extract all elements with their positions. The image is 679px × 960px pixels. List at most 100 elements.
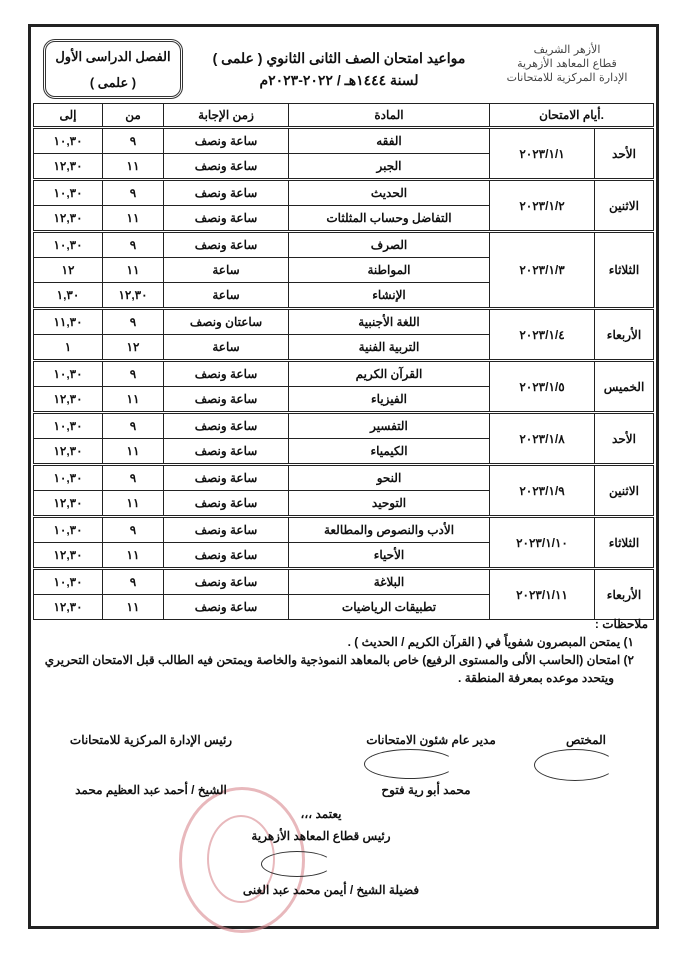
subject-cell: القرآن الكريم — [288, 359, 490, 387]
subject-cell: الكيمياء — [288, 438, 490, 465]
end-time-cell: ١٢,٣٠ — [33, 205, 103, 232]
specialist-signature — [534, 749, 616, 781]
approval-label: يعتمد ،،، — [300, 807, 342, 821]
sector-head-title: رئيس قطاع المعاهد الأزهرية — [251, 829, 391, 843]
date-cell: ٢٠٢٣/١/١ — [489, 126, 595, 180]
day-cell: الثلاثاء — [594, 515, 654, 569]
header-days: .أيام الامتحان — [489, 103, 654, 128]
end-time-cell: ١١,٣٠ — [33, 307, 103, 335]
duration-cell: ساعة — [163, 257, 289, 283]
end-time-cell: ١,٣٠ — [33, 282, 103, 309]
day-cell: الأحد — [594, 411, 654, 465]
day-cell: الأربعاء — [594, 307, 654, 361]
start-time-cell: ٩ — [102, 230, 164, 258]
end-time-cell: ١٠,٣٠ — [33, 359, 103, 387]
subject-cell: التربية الفنية — [288, 334, 490, 361]
subject-cell: البلاغة — [288, 567, 490, 595]
date-cell: ٢٠٢٣/١/٤ — [489, 307, 595, 361]
note-item: ١) يمتحن المبصرون شفوياً في ( القرآن الك… — [347, 635, 634, 649]
start-time-cell: ١٢ — [102, 334, 164, 361]
duration-cell: ساعة ونصف — [163, 594, 289, 620]
end-time-cell: ١٢,٣٠ — [33, 542, 103, 569]
duration-cell: ساعتان ونصف — [163, 307, 289, 335]
start-time-cell: ١١ — [102, 205, 164, 232]
logo-line: الإدارة المركزية للامتحانات — [506, 71, 628, 84]
duration-cell: ساعة ونصف — [163, 463, 289, 491]
duration-cell: ساعة ونصف — [163, 411, 289, 439]
subject-cell: التوحيد — [288, 490, 490, 517]
subject-cell: الجبر — [288, 153, 490, 180]
table-row: تطبيقات الرياضيات ساعة ونصف ١١ ١٢,٣٠ — [33, 594, 654, 620]
exam-schedule-table: .أيام الامتحان المادة زمن الإجابة من إلى… — [33, 103, 654, 620]
start-time-cell: ٩ — [102, 178, 164, 206]
date-cell: ٢٠٢٣/١/٢ — [489, 178, 595, 232]
sector-head-signature — [261, 851, 333, 877]
start-time-cell: ٩ — [102, 567, 164, 595]
table-row: الأحد ٢٠٢٣/١/٨ التفسير ساعة ونصف ٩ ١٠,٣٠ — [33, 411, 654, 465]
table-row: الأربعاء ٢٠٢٣/١/١١ البلاغة ساعة ونصف ٩ ١٠,٣٠ — [33, 567, 654, 620]
subject-cell: الأحياء — [288, 542, 490, 569]
start-time-cell: ٩ — [102, 307, 164, 335]
note-item: ٢) امتحان (الحاسب الألى والمستوى الرفيع)… — [44, 653, 634, 667]
duration-cell: ساعة ونصف — [163, 205, 289, 232]
day-cell: الخميس — [594, 359, 654, 413]
specialist-title: المختص — [566, 733, 606, 747]
central-head-title: رئيس الإدارة المركزية للامتحانات — [69, 733, 233, 747]
subject-cell: الصرف — [288, 230, 490, 258]
day-cell: الثلاثاء — [594, 230, 654, 309]
day-cell: الأربعاء — [594, 567, 654, 620]
table-row: التوحيد ساعة ونصف ١١ ١٢,٣٠ — [33, 490, 654, 517]
logo-line: قطاع المعاهد الأزهرية — [517, 57, 617, 70]
duration-cell: ساعة ونصف — [163, 515, 289, 543]
duration-cell: ساعة ونصف — [163, 230, 289, 258]
exams-director-signature — [364, 749, 456, 779]
central-head-name: الشيخ / أحمد عبد العظيم محمد — [75, 783, 227, 797]
start-time-cell: ٩ — [102, 126, 164, 154]
table-row: الأحد ٢٠٢٣/١/١ الفقه ساعة ونصف ٩ ١٠,٣٠ — [33, 126, 654, 180]
table-row: الخميس ٢٠٢٣/١/٥ القرآن الكريم ساعة ونصف ٩ ١٠,… — [33, 359, 654, 413]
title-line-1: مواعيد امتحان الصف الثانى الثانوي ( علمى… — [212, 50, 466, 66]
subject-cell: الأدب والنصوص والمطالعة — [288, 515, 490, 543]
subject-cell: المواطنة — [288, 257, 490, 283]
exams-director-title: مدير عام شئون الامتحانات — [366, 733, 496, 747]
logo-line: الأزهر الشريف — [533, 43, 601, 56]
header-to: إلى — [33, 103, 103, 128]
day-cell: الاثنين — [594, 463, 654, 517]
note-item: ويتحدد موعده بمعرفة المنطقة . — [458, 671, 614, 685]
document-frame: الأزهر الشريف قطاع المعاهد الأزهرية الإد… — [28, 24, 659, 933]
table-row: الاثنين ٢٠٢٣/١/٩ النحو ساعة ونصف ٩ ١٠,٣٠ — [33, 463, 654, 517]
date-cell: ٢٠٢٣/١/٩ — [489, 463, 595, 517]
duration-cell: ساعة ونصف — [163, 178, 289, 206]
duration-cell: ساعة — [163, 282, 289, 309]
subject-cell: التفسير — [288, 411, 490, 439]
date-cell: ٢٠٢٣/١/٨ — [489, 411, 595, 465]
table-row: التربية الفنية ساعة ١٢ ١ — [33, 334, 654, 361]
notes-heading: ملاحظات : — [594, 617, 648, 631]
sector-head-name: فضيلة الشيخ / أيمن محمد عبد الغنى — [242, 883, 420, 897]
subject-cell: التفاضل وحساب المثلثات — [288, 205, 490, 232]
date-cell: ٢٠٢٣/١/١٠ — [489, 515, 595, 569]
duration-cell: ساعة ونصف — [163, 153, 289, 180]
notes-section: ملاحظات : ١) يمتحن المبصرون شفوياً في ( … — [38, 615, 648, 687]
start-time-cell: ٩ — [102, 515, 164, 543]
start-time-cell: ١١ — [102, 438, 164, 465]
date-cell: ٢٠٢٣/١/٣ — [489, 230, 595, 309]
duration-cell: ساعة ونصف — [163, 386, 289, 413]
start-time-cell: ١١ — [102, 594, 164, 620]
duration-cell: ساعة — [163, 334, 289, 361]
subject-cell: النحو — [288, 463, 490, 491]
header-from: من — [102, 103, 164, 128]
table-header-row: .أيام الامتحان المادة زمن الإجابة من إلى — [33, 103, 654, 128]
duration-cell: ساعة ونصف — [163, 359, 289, 387]
end-time-cell: ١٢,٣٠ — [33, 153, 103, 180]
header-duration: زمن الإجابة — [163, 103, 289, 128]
table-row: المواطنة ساعة ١١ ١٢ — [33, 257, 654, 283]
end-time-cell: ١٢,٣٠ — [33, 594, 103, 620]
azhar-logo-text: الأزهر الشريف قطاع المعاهد الأزهرية الإد… — [492, 43, 642, 85]
day-cell: الأحد — [594, 126, 654, 180]
table-body: الأحد ٢٠٢٣/١/١ الفقه ساعة ونصف ٩ ١٠,٣٠ الجبر سا… — [33, 126, 654, 620]
start-time-cell: ٩ — [102, 359, 164, 387]
end-time-cell: ١٢,٣٠ — [33, 386, 103, 413]
date-cell: ٢٠٢٣/١/١١ — [489, 567, 595, 620]
start-time-cell: ١١ — [102, 153, 164, 180]
